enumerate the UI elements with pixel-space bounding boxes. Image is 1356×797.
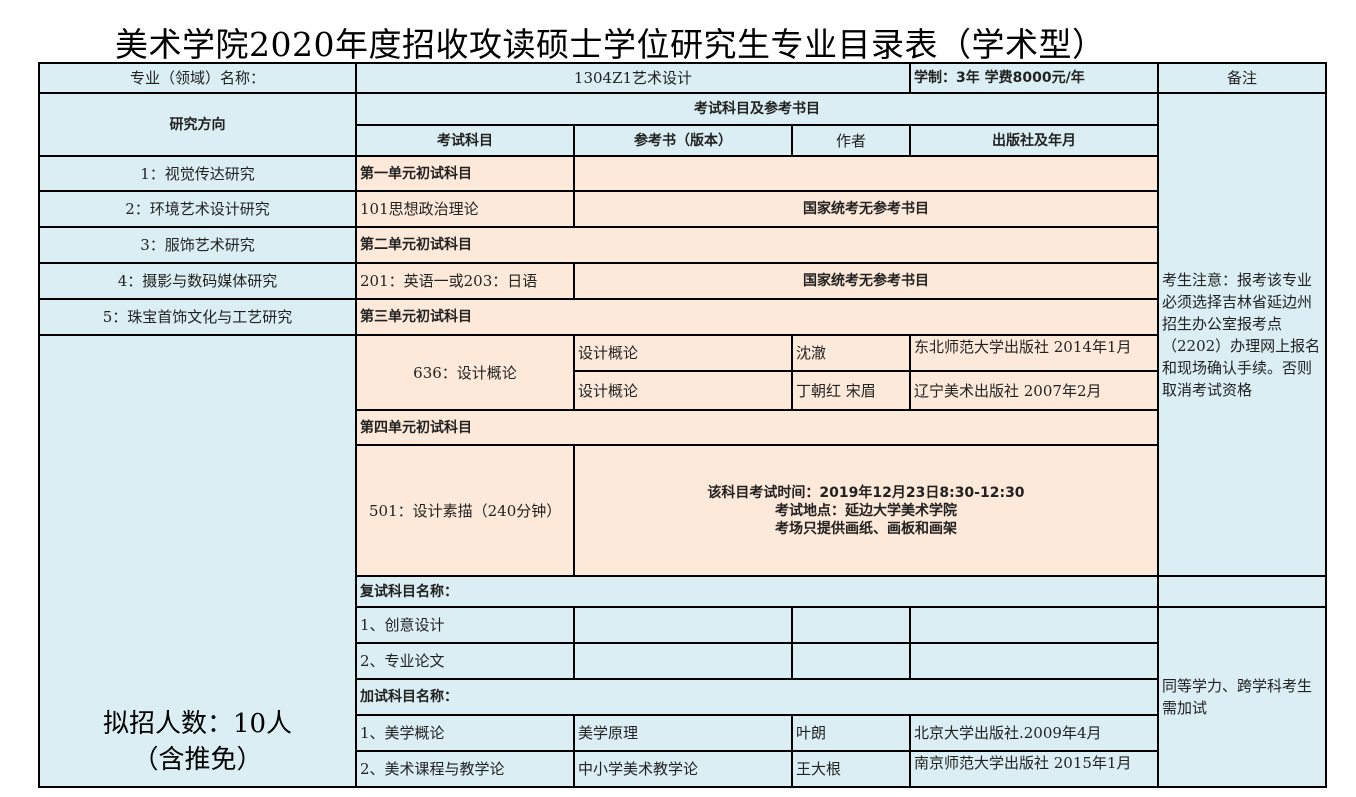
unit3-book-2: 设计概论 <box>573 370 793 411</box>
retest-item-1: 1、创意设计 <box>355 606 575 644</box>
catalog-table: 专业（领域）名称： 1304Z1艺术设计 学制：3年 学费8000元/年 备注 … <box>38 62 1327 788</box>
retest-publisher-1 <box>909 606 1159 644</box>
unit4-subject: 501：设计素描（240分钟） <box>355 444 575 577</box>
direction-header: 研究方向 <box>38 92 357 157</box>
extra-publisher-2: 南京师范大学出版社 2015年1月 <box>909 750 1159 788</box>
unit1-subject: 101思想政治理论 <box>355 190 575 228</box>
author-header: 作者 <box>791 124 911 157</box>
direction-3: 3：服饰艺术研究 <box>38 226 357 264</box>
extra-book-2: 中小学美术教学论 <box>573 750 793 788</box>
unit3-publisher-1: 东北师范大学出版社 2014年1月 <box>909 334 1159 372</box>
book-header: 参考书（版本） <box>573 124 793 157</box>
extra-label: 加试科目名称： <box>355 678 1159 716</box>
direction-2: 2：环境艺术设计研究 <box>38 190 357 228</box>
direction-4: 4：摄影与数码媒体研究 <box>38 262 357 300</box>
unit2-subject: 201：英语一或203：日语 <box>355 262 575 300</box>
major-label: 专业（领域）名称： <box>38 62 357 94</box>
retest-remark-empty <box>1157 575 1327 608</box>
direction-5: 5：珠宝首饰文化与工艺研究 <box>38 298 357 336</box>
retest-publisher-2 <box>909 642 1159 680</box>
exam-group-header: 考试科目及参考书目 <box>355 92 1159 126</box>
retest-label: 复试科目名称： <box>355 575 1159 608</box>
retest-author-1 <box>791 606 911 644</box>
major-value: 1304Z1艺术设计 <box>355 62 911 94</box>
unit4-notes: 该科目考试时间：2019年12月23日8:30-12:30 考试地点：延边大学美… <box>573 444 1159 577</box>
unit4-label: 第四单元初试科目 <box>355 409 1159 446</box>
extra-author-1: 叶朗 <box>791 714 911 752</box>
extra-subject-1: 1、美学概论 <box>355 714 575 752</box>
direction-1: 1：视觉传达研究 <box>38 155 357 192</box>
extra-publisher-1: 北京大学出版社.2009年4月 <box>909 714 1159 752</box>
unit3-label: 第三单元初试科目 <box>355 298 1159 336</box>
unit4-exam-time: 该科目考试时间：2019年12月23日8:30-12:30 <box>707 484 1025 501</box>
unit1-label: 第一单元初试科目 <box>355 155 575 192</box>
duration-fee: 学制：3年 学费8000元/年 <box>909 62 1159 94</box>
unit4-exam-materials: 考场只提供画纸、画板和画架 <box>775 520 957 537</box>
subject-header: 考试科目 <box>355 124 575 157</box>
page-title: 美术学院2020年度招收攻读硕士学位研究生专业目录表（学术型） <box>115 25 1106 64</box>
extra-book-1: 美学原理 <box>573 714 793 752</box>
extra-author-2: 王大根 <box>791 750 911 788</box>
unit3-subject: 636：设计概论 <box>355 334 575 411</box>
unit1-book: 国家统考无参考书目 <box>573 190 1159 228</box>
extra-subject-2: 2、美术课程与教学论 <box>355 750 575 788</box>
unit3-publisher-2: 辽宁美术出版社 2007年2月 <box>909 370 1159 411</box>
extra-note: 同等学力、跨学科考生需加试 <box>1157 606 1327 788</box>
retest-book-1 <box>573 606 793 644</box>
unit3-author-2: 丁朝红 宋眉 <box>791 370 911 411</box>
publisher-header: 出版社及年月 <box>909 124 1159 157</box>
unit2-label: 第二单元初试科目 <box>355 226 1159 264</box>
unit1-empty <box>573 155 1159 192</box>
retest-author-2 <box>791 642 911 680</box>
retest-book-2 <box>573 642 793 680</box>
retest-item-2: 2、专业论文 <box>355 642 575 680</box>
unit3-author-1: 沈澈 <box>791 334 911 372</box>
registration-note: 考生注意：报考该专业必须选择吉林省延边州招生办公室报考点（2202）办理网上报名… <box>1157 92 1327 577</box>
unit2-book: 国家统考无参考书目 <box>573 262 1159 300</box>
enrollment-quota: 拟招人数：10人（含推免） <box>38 334 357 788</box>
unit3-book-1: 设计概论 <box>573 334 793 372</box>
remarks-header: 备注 <box>1157 62 1327 94</box>
unit4-exam-location: 考试地点：延边大学美术学院 <box>775 502 957 519</box>
